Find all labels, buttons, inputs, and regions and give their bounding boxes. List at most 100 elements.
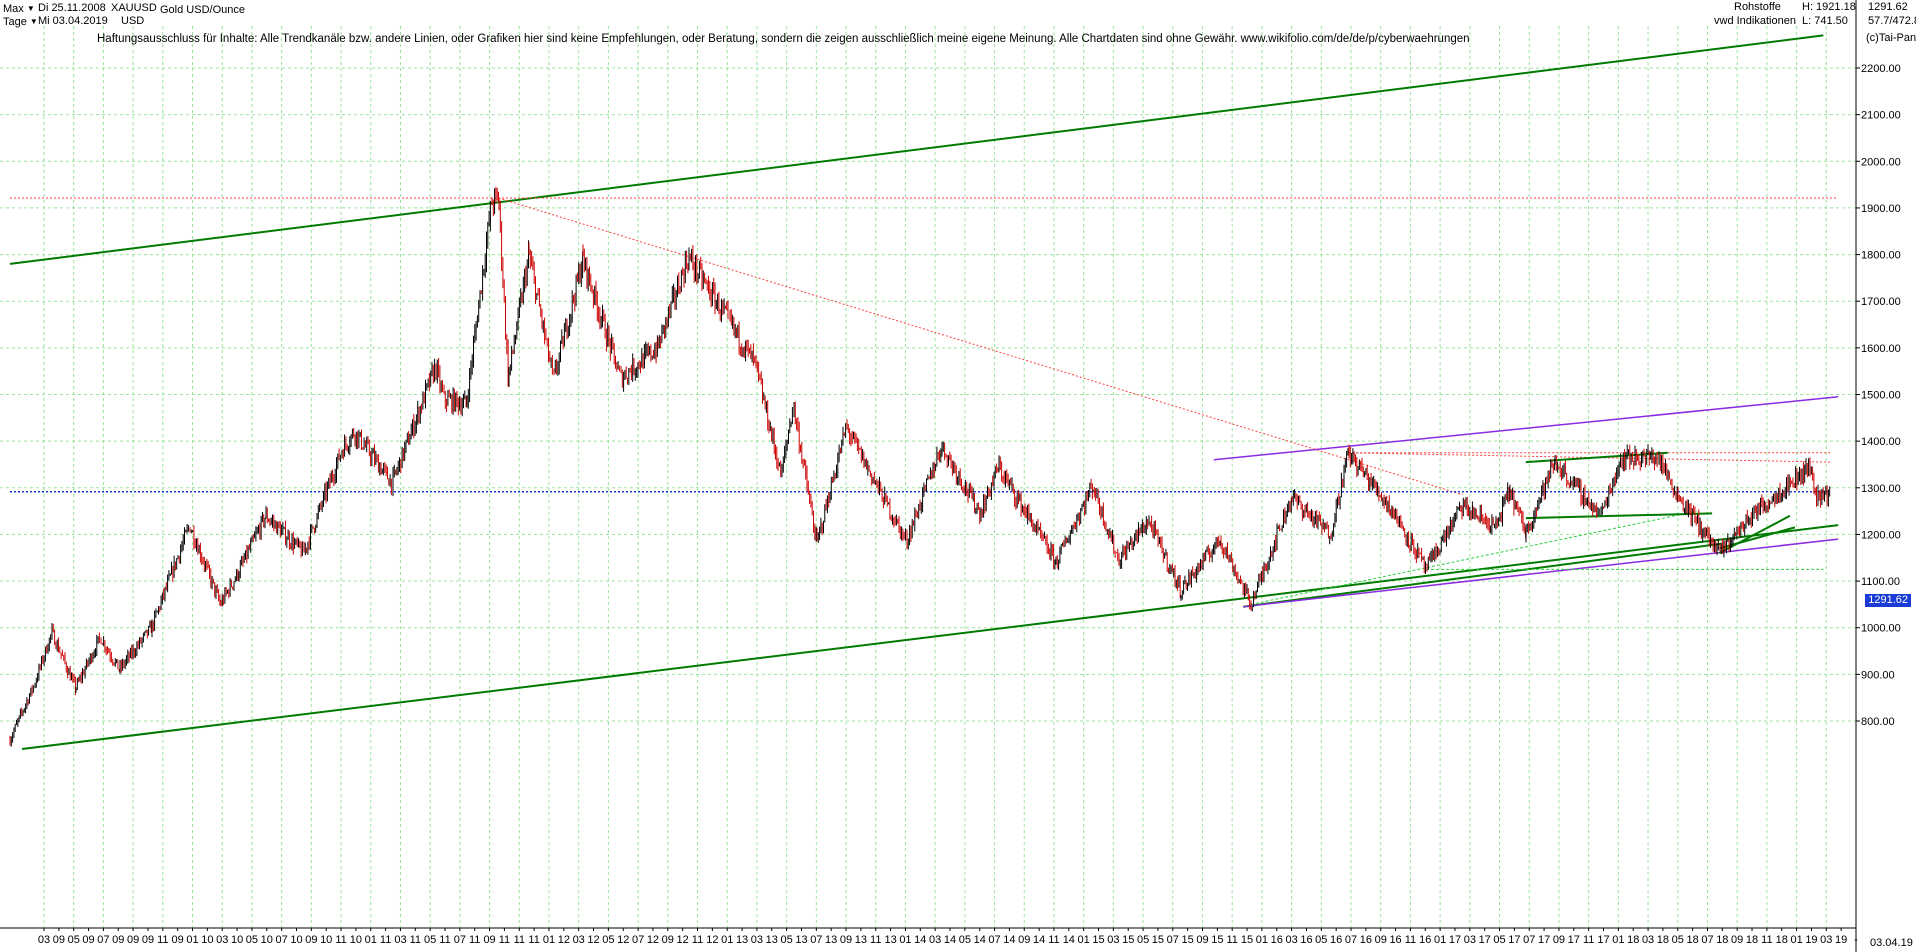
chevron-down-icon: ▼ [29,17,38,26]
x-tick-label: 18 [1686,934,1698,946]
x-tick-label: 18 [1776,934,1788,946]
chevron-down-icon: ▼ [26,4,35,13]
trend-lines[interactable] [9,34,1839,750]
x-tick-label: 16 [1330,934,1342,946]
x-tick-label: - [1854,934,1858,946]
x-tick-label: 11 [410,934,421,946]
x-tick-label: 05 [1493,934,1505,946]
x-tick-label: 03 [394,934,406,946]
last-price-marker: 1291.62 [1865,594,1911,607]
x-tick-label: 03 [1285,934,1297,946]
x-tick-label: 10 [201,934,213,946]
x-tick-label: 01 [186,934,198,946]
y-tick-label: 1200.00 [1861,529,1901,541]
x-tick-label: 11 [439,934,450,946]
x-tick-label: 13 [884,934,896,946]
y-tick-label: 1000.00 [1861,623,1901,635]
y-axis: 800.00 900.00 1000.00 1100.00 1200.00 1300.00… [1855,0,1901,952]
x-tick-label: 01 [543,934,555,946]
x-tick-label: 11 [514,934,525,946]
x-tick-label: 09 [127,934,139,946]
last-price: 1291.62 [1868,1,1908,13]
x-tick-label: 01 [1078,934,1090,946]
x-tick-label: 11 [1048,934,1059,946]
x-tick-label: 05 [1137,934,1149,946]
interval-select[interactable]: Tage ▼ [3,16,38,28]
x-tick-label: 09 [53,934,65,946]
x-tick-label: 03 [1107,934,1119,946]
instrument-name: Gold USD/Ounce [160,4,245,16]
x-tick-label: 17 [1568,934,1580,946]
trend-line-red-dotted[interactable] [498,197,1463,496]
x-tick-label: 15 [1122,934,1134,946]
x-tick-label: 11 [499,934,510,946]
period-select[interactable]: Max ▼ [3,3,35,15]
x-tick-label: 03 [1464,934,1476,946]
x-tick-label: 09 [82,934,94,946]
x-tick-label: 16 [1360,934,1372,946]
trend-line-green[interactable] [1243,542,1722,608]
trend-line-green[interactable] [21,524,1839,750]
x-tick-label: 01 [365,934,377,946]
x-tick-label: 17 [1538,934,1550,946]
x-tick-label: 09 [1196,934,1208,946]
x-tick-label: 01 [1434,934,1446,946]
x-tick-label: 07 [810,934,822,946]
x-tick-label: 05 [1315,934,1327,946]
x-tick-label: 15 [1182,934,1194,946]
x-tick-label: 15 [1241,934,1253,946]
trend-line-green[interactable] [1525,512,1713,520]
x-tick-label: 14 [944,934,956,946]
x-tick-label: 09 [172,934,184,946]
x-tick-label: 05 [424,934,436,946]
x-tick-label: 18 [1627,934,1639,946]
x-tick-label: 12 [647,934,659,946]
trend-line-green[interactable] [1718,514,1791,554]
x-tick-label: 11 [1583,934,1594,946]
x-tick-label: 03 [751,934,763,946]
category: Rohstoffe [1734,1,1781,13]
disclaimer: Haftungsausschluss für Inhalte: Alle Tre… [97,33,1470,45]
trend-line-purple[interactable] [1243,538,1839,608]
x-tick-label: 01 [1256,934,1268,946]
x-tick-label: 13 [825,934,837,946]
currency: USD [121,15,145,27]
x-tick-label: 09 [112,934,124,946]
x-tick-label: 17 [1449,934,1461,946]
x-tick-label: 10 [320,934,332,946]
y-tick-label: 1400.00 [1861,436,1901,448]
x-tick-label: 16 [1389,934,1401,946]
y-tick-label: 1100.00 [1861,576,1900,588]
x-tick-label: 12 [706,934,718,946]
end-date-label: 03.04.19 [1870,937,1913,949]
x-tick-label: 11 [335,934,346,946]
x-tick-label: 12 [587,934,599,946]
x-tick-label: 14 [974,934,986,946]
x-tick-label: 11 [1226,934,1237,946]
trend-line-green-dashed[interactable] [1250,510,1698,605]
x-tick-label: 11 [692,934,703,946]
trend-line-purple[interactable] [1213,396,1839,461]
y-tick-label: 1700.00 [1861,296,1901,308]
x-tick-label: 10 [231,934,243,946]
x-tick-label: 14 [914,934,926,946]
x-tick-label: 01 [721,934,733,946]
x-tick-label: 17 [1597,934,1609,946]
trend-line-green[interactable] [9,34,1824,265]
x-tick-label: 12 [558,934,570,946]
x-tick-label: 07 [1701,934,1713,946]
x-tick-label: 14 [1063,934,1075,946]
y-tick-label: 2100.00 [1861,110,1901,122]
x-tick-label: 09 [305,934,317,946]
x-tick-label: 09 [840,934,852,946]
x-tick-label: 09 [1018,934,1030,946]
price-series [9,187,1831,747]
x-tick-label: 11 [1405,934,1416,946]
x-tick-label: 15 [1211,934,1223,946]
x-tick-label: 03 [929,934,941,946]
low-label: L: 741.50 [1802,15,1848,27]
x-tick-label: 09 [142,934,154,946]
x-tick-label: 10 [350,934,362,946]
x-tick-label: 10 [261,934,273,946]
